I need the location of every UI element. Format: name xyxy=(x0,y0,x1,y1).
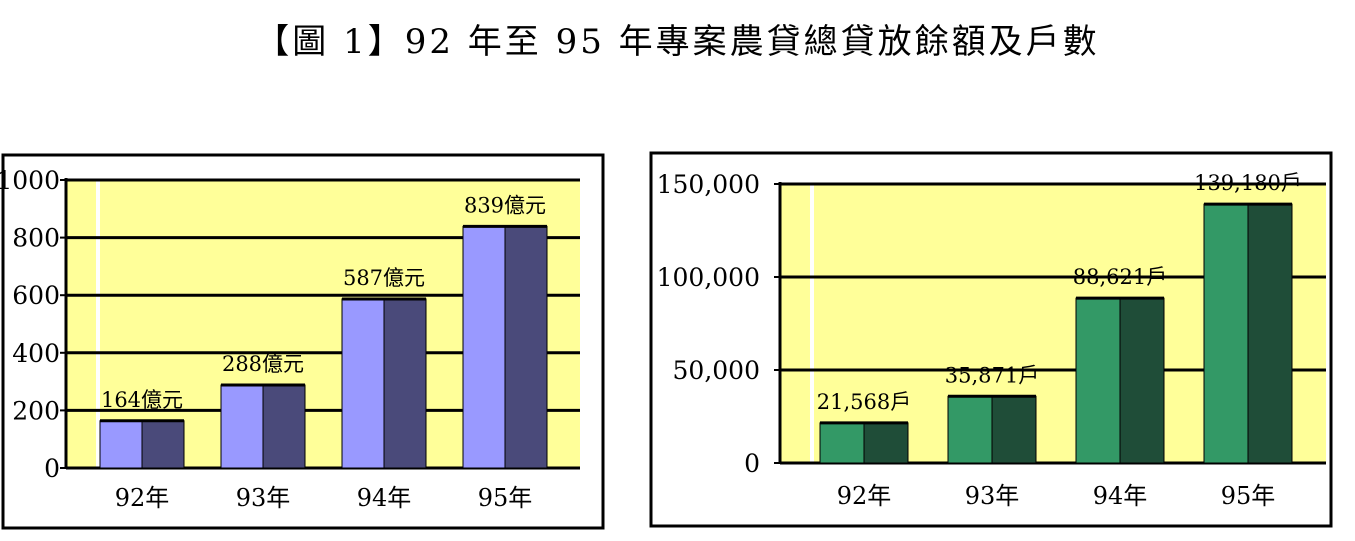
plot-highlight xyxy=(96,180,100,468)
bar-side xyxy=(262,384,306,469)
x-category-label: 95年 xyxy=(478,484,533,512)
bar-front xyxy=(947,395,993,464)
data-label: 35,871戶 xyxy=(945,363,1039,387)
bar-front xyxy=(341,298,385,469)
bar-front xyxy=(819,422,865,464)
bar-front xyxy=(220,384,264,469)
bar-side xyxy=(1119,297,1165,464)
bar-front xyxy=(462,225,506,469)
bar-side xyxy=(991,395,1037,464)
data-label: 839億元 xyxy=(464,193,546,217)
bar-front xyxy=(1075,297,1121,464)
x-category-label: 92年 xyxy=(837,482,892,510)
data-label: 88,621戶 xyxy=(1073,265,1167,289)
figure-title: 【圖 1】92 年至 95 年專案農貸總貸放餘額及戶數 xyxy=(255,22,1100,62)
y-tick-label: 800 xyxy=(12,224,60,253)
data-label: 288億元 xyxy=(222,352,304,376)
data-label: 164億元 xyxy=(101,388,183,412)
bar-front xyxy=(1203,203,1249,464)
y-tick-label: 400 xyxy=(12,339,60,368)
bar-side xyxy=(504,225,548,469)
y-tick-label: 600 xyxy=(12,281,60,310)
y-tick-label: 0 xyxy=(744,449,760,478)
data-label: 587億元 xyxy=(343,266,425,290)
y-tick-label: 200 xyxy=(12,396,60,425)
x-category-label: 95年 xyxy=(1221,482,1276,510)
bar-side xyxy=(383,298,427,469)
x-category-label: 94年 xyxy=(1093,482,1148,510)
x-category-label: 94年 xyxy=(357,484,412,512)
y-tick-label: 150,000 xyxy=(657,170,760,199)
y-tick-label: 50,000 xyxy=(673,356,760,385)
bar-front xyxy=(99,420,143,469)
y-tick-label: 0 xyxy=(44,454,60,483)
x-category-label: 93年 xyxy=(965,482,1020,510)
amount-chart: 0 200 400 600 800 1000 164億元 92年 288億元 93年 587億元 94… xyxy=(0,153,605,530)
data-label: 139,180戶 xyxy=(1194,171,1302,195)
bar-side xyxy=(863,422,909,464)
data-label: 21,568戶 xyxy=(817,390,911,414)
bar-side xyxy=(1247,203,1293,464)
households-chart: 0 50,000 100,000 150,000 21,568戶 92年 35,871戶 93… xyxy=(649,151,1333,528)
bar-side xyxy=(141,420,185,469)
x-category-label: 93年 xyxy=(236,484,291,512)
plot-highlight xyxy=(810,184,814,463)
y-tick-label: 1000 xyxy=(0,166,60,195)
y-tick-label: 100,000 xyxy=(657,263,760,292)
x-category-label: 92年 xyxy=(115,484,170,512)
